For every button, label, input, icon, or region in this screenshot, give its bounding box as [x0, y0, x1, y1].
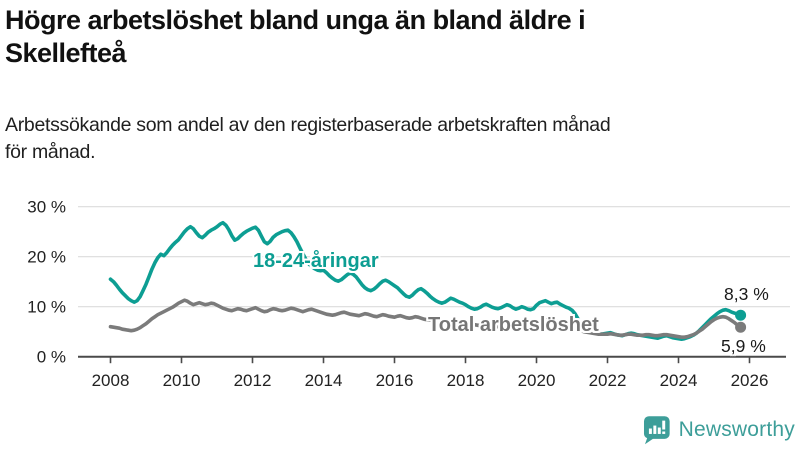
- series-line-youth: [108, 220, 743, 342]
- y-axis-tick-label: 10 %: [27, 298, 66, 317]
- series-end-dot-total: [735, 321, 747, 333]
- newsworthy-logo-icon: [643, 416, 670, 445]
- x-axis-tick-label: 2018: [447, 371, 485, 390]
- chart-subtitle-line-1: Arbetssökande som andel av den registerb…: [5, 114, 611, 136]
- end-value-label-youth: 8,3 %: [724, 284, 769, 304]
- x-axis-tick-label: 2008: [92, 371, 130, 390]
- chart-subtitle-line-2: för månad.: [5, 141, 96, 163]
- y-axis-tick-label: 30 %: [27, 198, 66, 217]
- newsworthy-logo[interactable]: Newsworthy: [643, 414, 795, 446]
- series-end-dot-youth: [735, 309, 747, 321]
- newsworthy-logo-text: Newsworthy: [678, 418, 795, 441]
- chart-title-line-1: Högre arbetslöshet bland unga än bland ä…: [5, 5, 586, 35]
- chart-title: Högre arbetslöshet bland unga än bland ä…: [5, 4, 793, 70]
- end-value-label-total: 5,9 %: [721, 336, 766, 356]
- x-axis-tick-label: 2012: [234, 371, 272, 390]
- chart-subtitle: Arbetssökande som andel av den registerb…: [5, 112, 793, 166]
- x-axis-tick-label: 2020: [518, 371, 556, 390]
- x-axis-tick-label: 2026: [731, 371, 769, 390]
- x-axis-tick-label: 2016: [376, 371, 414, 390]
- x-axis-tick-label: 2014: [305, 371, 343, 390]
- x-axis-tick-label: 2010: [163, 371, 201, 390]
- y-axis-tick-label: 20 %: [27, 248, 66, 267]
- series-label-youth: 18-24-åringar: [253, 250, 379, 272]
- series-label-total: Total arbetslöshet: [428, 314, 599, 336]
- chart-title-line-2: Skellefteå: [5, 38, 127, 68]
- y-axis-tick-label: 0 %: [37, 348, 66, 367]
- x-axis-tick-label: 2024: [660, 371, 698, 390]
- x-axis-tick-label: 2022: [589, 371, 627, 390]
- series-line-total: [108, 298, 743, 340]
